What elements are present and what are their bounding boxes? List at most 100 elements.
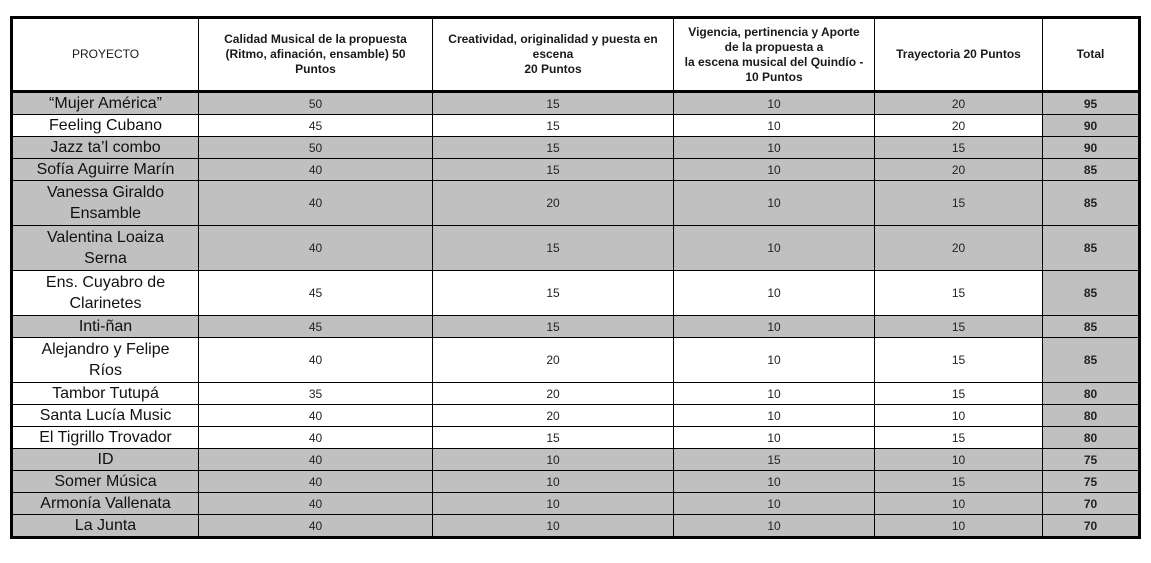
trayectoria-cell: 10	[874, 448, 1043, 471]
creatividad-cell: 15	[432, 91, 674, 115]
project-name-cell: Vanessa Giraldo Ensamble	[11, 180, 199, 226]
table-row: Somer Música 40 10 10 15 75	[11, 470, 1140, 493]
project-name-cell: ID	[11, 448, 199, 471]
total-cell: 80	[1042, 426, 1140, 449]
table-row: ID 40 10 15 10 75	[11, 448, 1140, 471]
total-cell: 85	[1042, 225, 1140, 271]
table-row: Tambor Tutupá 35 20 10 15 80	[11, 382, 1140, 405]
project-name-cell: Armonía Vallenata	[11, 492, 199, 515]
calidad-cell: 40	[198, 180, 433, 226]
creatividad-cell: 10	[432, 492, 674, 515]
creatividad-cell: 15	[432, 114, 674, 137]
trayectoria-cell: 15	[874, 426, 1043, 449]
total-cell: 90	[1042, 114, 1140, 137]
calidad-cell: 40	[198, 337, 433, 383]
trayectoria-cell: 15	[874, 315, 1043, 338]
total-cell: 85	[1042, 158, 1140, 181]
vigencia-cell: 10	[673, 315, 875, 338]
creatividad-cell: 10	[432, 448, 674, 471]
header-total: Total	[1042, 17, 1140, 92]
table-row: Jazz ta’l combo 50 15 10 15 90	[11, 136, 1140, 159]
total-cell: 70	[1042, 492, 1140, 515]
table-header: PROYECTO Calidad Musical de la propuesta…	[11, 17, 1140, 92]
vigencia-cell: 15	[673, 448, 875, 471]
table-row: Vanessa Giraldo Ensamble 40 20 10 15 85	[11, 180, 1140, 226]
vigencia-cell: 10	[673, 225, 875, 271]
calidad-cell: 50	[198, 136, 433, 159]
creatividad-cell: 15	[432, 225, 674, 271]
table-row: Inti-ñan 45 15 10 15 85	[11, 315, 1140, 338]
total-cell: 75	[1042, 448, 1140, 471]
project-name-cell: El Tigrillo Trovador	[11, 426, 199, 449]
table-row: Santa Lucía Music 40 20 10 10 80	[11, 404, 1140, 427]
trayectoria-cell: 20	[874, 114, 1043, 137]
vigencia-cell: 10	[673, 270, 875, 316]
calidad-cell: 35	[198, 382, 433, 405]
calidad-cell: 40	[198, 426, 433, 449]
creatividad-cell: 20	[432, 337, 674, 383]
project-name-cell: Inti-ñan	[11, 315, 199, 338]
header-vigencia: Vigencia, pertinencia y Aporte de la pro…	[673, 17, 875, 92]
creatividad-cell: 10	[432, 514, 674, 538]
total-cell: 90	[1042, 136, 1140, 159]
total-cell: 70	[1042, 514, 1140, 538]
table-row: Ens. Cuyabro de Clarinetes 45 15 10 15 85	[11, 270, 1140, 316]
calidad-cell: 40	[198, 225, 433, 271]
score-table: PROYECTO Calidad Musical de la propuesta…	[10, 16, 1141, 539]
project-name-cell: “Mujer América”	[11, 91, 199, 115]
trayectoria-cell: 20	[874, 158, 1043, 181]
creatividad-cell: 10	[432, 470, 674, 493]
total-cell: 85	[1042, 270, 1140, 316]
vigencia-cell: 10	[673, 470, 875, 493]
project-name-cell: La Junta	[11, 514, 199, 538]
calidad-cell: 40	[198, 514, 433, 538]
creatividad-cell: 15	[432, 270, 674, 316]
table-row: Alejandro y Felipe Ríos 40 20 10 15 85	[11, 337, 1140, 383]
trayectoria-cell: 10	[874, 514, 1043, 538]
calidad-cell: 45	[198, 270, 433, 316]
calidad-cell: 40	[198, 404, 433, 427]
project-name-cell: Tambor Tutupá	[11, 382, 199, 405]
total-cell: 85	[1042, 337, 1140, 383]
vigencia-cell: 10	[673, 91, 875, 115]
creatividad-cell: 15	[432, 136, 674, 159]
project-name-cell: Jazz ta’l combo	[11, 136, 199, 159]
table-row: Valentina Loaiza Serna 40 15 10 20 85	[11, 225, 1140, 271]
total-cell: 80	[1042, 382, 1140, 405]
calidad-cell: 40	[198, 158, 433, 181]
creatividad-cell: 15	[432, 158, 674, 181]
header-proyecto: PROYECTO	[11, 17, 199, 92]
trayectoria-cell: 15	[874, 180, 1043, 226]
creatividad-cell: 15	[432, 426, 674, 449]
vigencia-cell: 10	[673, 382, 875, 405]
table-row: “Mujer América” 50 15 10 20 95	[11, 91, 1140, 115]
project-name-cell: Sofía Aguirre Marín	[11, 158, 199, 181]
trayectoria-cell: 20	[874, 91, 1043, 115]
vigencia-cell: 10	[673, 492, 875, 515]
trayectoria-cell: 15	[874, 337, 1043, 383]
vigencia-cell: 10	[673, 514, 875, 538]
vigencia-cell: 10	[673, 114, 875, 137]
vigencia-cell: 10	[673, 180, 875, 226]
total-cell: 85	[1042, 315, 1140, 338]
total-cell: 80	[1042, 404, 1140, 427]
calidad-cell: 40	[198, 448, 433, 471]
calidad-cell: 45	[198, 114, 433, 137]
creatividad-cell: 15	[432, 315, 674, 338]
calidad-cell: 45	[198, 315, 433, 338]
table-row: Armonía Vallenata 40 10 10 10 70	[11, 492, 1140, 515]
table-row: Feeling Cubano 45 15 10 20 90	[11, 114, 1140, 137]
calidad-cell: 40	[198, 470, 433, 493]
creatividad-cell: 20	[432, 180, 674, 226]
vigencia-cell: 10	[673, 426, 875, 449]
header-creatividad: Creatividad, originalidad y puesta en es…	[432, 17, 674, 92]
table-row: Sofía Aguirre Marín 40 15 10 20 85	[11, 158, 1140, 181]
creatividad-cell: 20	[432, 382, 674, 405]
creatividad-cell: 20	[432, 404, 674, 427]
header-calidad-musical: Calidad Musical de la propuesta (Ritmo, …	[198, 17, 433, 92]
trayectoria-cell: 20	[874, 225, 1043, 271]
trayectoria-cell: 15	[874, 136, 1043, 159]
calidad-cell: 50	[198, 91, 433, 115]
trayectoria-cell: 15	[874, 382, 1043, 405]
trayectoria-cell: 10	[874, 404, 1043, 427]
